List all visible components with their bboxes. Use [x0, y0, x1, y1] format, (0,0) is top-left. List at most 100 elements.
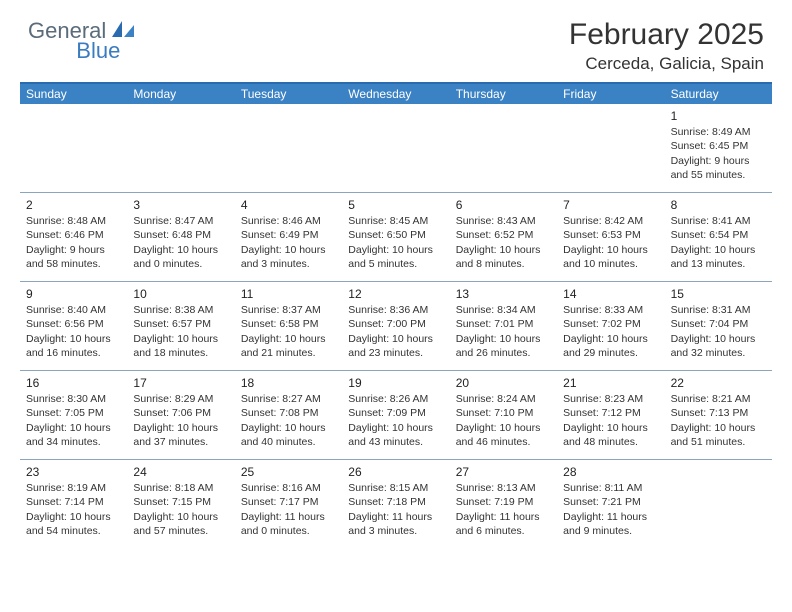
- sunset-line: Sunset: 7:13 PM: [671, 406, 766, 420]
- day-cell: 12Sunrise: 8:36 AMSunset: 7:00 PMDayligh…: [342, 282, 449, 370]
- day-number: 21: [563, 375, 658, 391]
- sunrise-line: Sunrise: 8:48 AM: [26, 214, 121, 228]
- sunset-line: Sunset: 7:08 PM: [241, 406, 336, 420]
- weekday-header: Monday: [127, 84, 234, 104]
- week-row: 2Sunrise: 8:48 AMSunset: 6:46 PMDaylight…: [20, 193, 772, 282]
- sunset-line: Sunset: 7:02 PM: [563, 317, 658, 331]
- sunrise-line: Sunrise: 8:11 AM: [563, 481, 658, 495]
- day-cell: 20Sunrise: 8:24 AMSunset: 7:10 PMDayligh…: [450, 371, 557, 459]
- sunrise-line: Sunrise: 8:41 AM: [671, 214, 766, 228]
- day-number: 10: [133, 286, 228, 302]
- day-cell: 24Sunrise: 8:18 AMSunset: 7:15 PMDayligh…: [127, 460, 234, 548]
- empty-cell: [342, 104, 449, 192]
- sunset-line: Sunset: 6:54 PM: [671, 228, 766, 242]
- day-cell: 28Sunrise: 8:11 AMSunset: 7:21 PMDayligh…: [557, 460, 664, 548]
- title-block: February 2025 Cerceda, Galicia, Spain: [569, 18, 764, 74]
- sunset-line: Sunset: 7:17 PM: [241, 495, 336, 509]
- day-number: 18: [241, 375, 336, 391]
- day-cell: 19Sunrise: 8:26 AMSunset: 7:09 PMDayligh…: [342, 371, 449, 459]
- sunset-line: Sunset: 7:21 PM: [563, 495, 658, 509]
- daylight-line: Daylight: 10 hours and 13 minutes.: [671, 243, 766, 271]
- sunset-line: Sunset: 6:53 PM: [563, 228, 658, 242]
- day-cell: 3Sunrise: 8:47 AMSunset: 6:48 PMDaylight…: [127, 193, 234, 281]
- sunrise-line: Sunrise: 8:33 AM: [563, 303, 658, 317]
- weekday-header-row: SundayMondayTuesdayWednesdayThursdayFrid…: [20, 84, 772, 104]
- day-cell: 8Sunrise: 8:41 AMSunset: 6:54 PMDaylight…: [665, 193, 772, 281]
- day-number: 12: [348, 286, 443, 302]
- daylight-line: Daylight: 10 hours and 43 minutes.: [348, 421, 443, 449]
- sunset-line: Sunset: 6:50 PM: [348, 228, 443, 242]
- sunrise-line: Sunrise: 8:30 AM: [26, 392, 121, 406]
- weekday-header: Thursday: [450, 84, 557, 104]
- weekday-header: Wednesday: [342, 84, 449, 104]
- month-title: February 2025: [569, 18, 764, 52]
- day-cell: 4Sunrise: 8:46 AMSunset: 6:49 PMDaylight…: [235, 193, 342, 281]
- daylight-line: Daylight: 11 hours and 0 minutes.: [241, 510, 336, 538]
- daylight-line: Daylight: 10 hours and 57 minutes.: [133, 510, 228, 538]
- sunset-line: Sunset: 6:57 PM: [133, 317, 228, 331]
- sunset-line: Sunset: 7:15 PM: [133, 495, 228, 509]
- day-cell: 15Sunrise: 8:31 AMSunset: 7:04 PMDayligh…: [665, 282, 772, 370]
- day-number: 13: [456, 286, 551, 302]
- sunset-line: Sunset: 7:04 PM: [671, 317, 766, 331]
- sunset-line: Sunset: 7:12 PM: [563, 406, 658, 420]
- week-row: 16Sunrise: 8:30 AMSunset: 7:05 PM Dayligh…: [20, 371, 772, 460]
- daylight-line: Daylight: 10 hours and 37 minutes.: [133, 421, 228, 449]
- sunrise-line: Sunrise: 8:37 AM: [241, 303, 336, 317]
- day-number: 11: [241, 286, 336, 302]
- day-cell: 17Sunrise: 8:29 AMSunset: 7:06 PMDayligh…: [127, 371, 234, 459]
- day-number: 16: [26, 375, 121, 391]
- day-cell: 22Sunrise: 8:21 AMSunset: 7:13 PMDayligh…: [665, 371, 772, 459]
- sunrise-line: Sunrise: 8:40 AM: [26, 303, 121, 317]
- sunrise-line: Sunrise: 8:23 AM: [563, 392, 658, 406]
- day-cell: 6Sunrise: 8:43 AMSunset: 6:52 PMDaylight…: [450, 193, 557, 281]
- day-number: 15: [671, 286, 766, 302]
- daylight-line: Daylight: 11 hours and 3 minutes.: [348, 510, 443, 538]
- day-cell: 13Sunrise: 8:34 AMSunset: 7:01 PMDayligh…: [450, 282, 557, 370]
- sunset-line: Sunset: 6:52 PM: [456, 228, 551, 242]
- sunset-line: Sunset: 7:18 PM: [348, 495, 443, 509]
- logo-text-blue: Blue: [76, 38, 120, 64]
- daylight-line: Daylight: 10 hours and 40 minutes.: [241, 421, 336, 449]
- day-cell: 16Sunrise: 8:30 AMSunset: 7:05 PMDayligh…: [20, 371, 127, 459]
- sunset-line: Sunset: 6:46 PM: [26, 228, 121, 242]
- daylight-line: Daylight: 10 hours and 18 minutes.: [133, 332, 228, 360]
- daylight-line: Daylight: 10 hours and 23 minutes.: [348, 332, 443, 360]
- day-number: 5: [348, 197, 443, 213]
- daylight-line: Daylight: 10 hours and 26 minutes.: [456, 332, 551, 360]
- sunrise-line: Sunrise: 8:27 AM: [241, 392, 336, 406]
- day-number: 14: [563, 286, 658, 302]
- sunrise-line: Sunrise: 8:15 AM: [348, 481, 443, 495]
- daylight-line: Daylight: 10 hours and 46 minutes.: [456, 421, 551, 449]
- sunset-line: Sunset: 6:49 PM: [241, 228, 336, 242]
- daylight-line: Daylight: 10 hours and 51 minutes.: [671, 421, 766, 449]
- day-cell: 23Sunrise: 8:19 AMSunset: 7:14 PMDayligh…: [20, 460, 127, 548]
- day-cell: 14Sunrise: 8:33 AMSunset: 7:02 PMDayligh…: [557, 282, 664, 370]
- sunrise-line: Sunrise: 8:42 AM: [563, 214, 658, 228]
- sunrise-line: Sunrise: 8:43 AM: [456, 214, 551, 228]
- sunrise-line: Sunrise: 8:13 AM: [456, 481, 551, 495]
- empty-cell: [450, 104, 557, 192]
- weekday-header: Sunday: [20, 84, 127, 104]
- daylight-line: Daylight: 10 hours and 29 minutes.: [563, 332, 658, 360]
- week-row: 1Sunrise: 8:49 AMSunset: 6:45 PMDaylight…: [20, 104, 772, 193]
- day-cell: 7Sunrise: 8:42 AMSunset: 6:53 PMDaylight…: [557, 193, 664, 281]
- daylight-line: Daylight: 9 hours and 58 minutes.: [26, 243, 121, 271]
- daylight-line: Daylight: 10 hours and 10 minutes.: [563, 243, 658, 271]
- day-number: 26: [348, 464, 443, 480]
- sunrise-line: Sunrise: 8:18 AM: [133, 481, 228, 495]
- sunset-line: Sunset: 7:01 PM: [456, 317, 551, 331]
- daylight-line: Daylight: 11 hours and 9 minutes.: [563, 510, 658, 538]
- day-number: 2: [26, 197, 121, 213]
- sunset-line: Sunset: 7:05 PM: [26, 406, 121, 420]
- weeks-container: 1Sunrise: 8:49 AMSunset: 6:45 PMDaylight…: [20, 104, 772, 548]
- daylight-line: Daylight: 11 hours and 6 minutes.: [456, 510, 551, 538]
- daylight-line: Daylight: 10 hours and 32 minutes.: [671, 332, 766, 360]
- empty-cell: [665, 460, 772, 548]
- sunrise-line: Sunrise: 8:21 AM: [671, 392, 766, 406]
- day-number: 17: [133, 375, 228, 391]
- sunrise-line: Sunrise: 8:45 AM: [348, 214, 443, 228]
- daylight-line: Daylight: 10 hours and 48 minutes.: [563, 421, 658, 449]
- weekday-header: Saturday: [665, 84, 772, 104]
- daylight-line: Daylight: 10 hours and 3 minutes.: [241, 243, 336, 271]
